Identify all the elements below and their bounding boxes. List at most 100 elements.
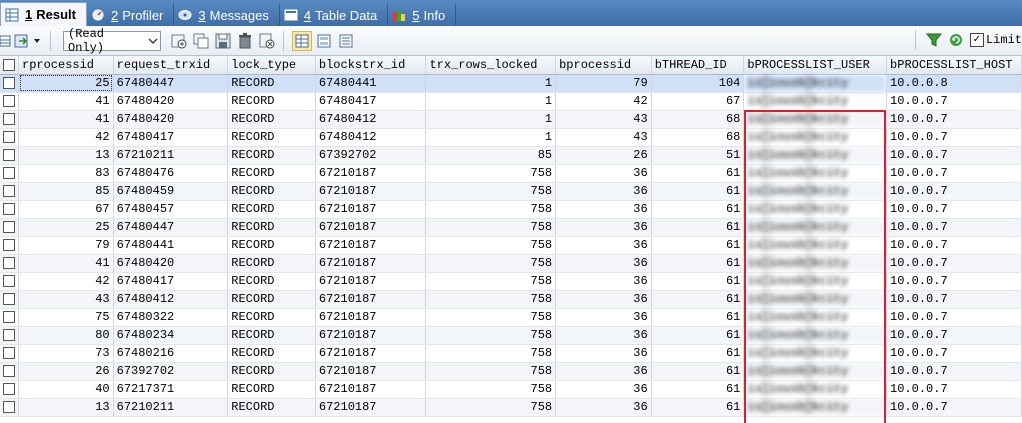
table-cell[interactable]: 67480457 — [113, 200, 229, 219]
result-grid[interactable]: rprocessid request_trxid lock_type block… — [0, 56, 1022, 423]
table-cell[interactable]: 61 — [651, 254, 745, 273]
table-cell[interactable]: 67210187 — [315, 200, 427, 219]
table-cell[interactable]: 25 — [18, 74, 114, 93]
table-cell[interactable]: is▒iousb▒kcity — [743, 380, 888, 399]
table-cell[interactable]: RECORD — [227, 326, 316, 345]
row-checkbox[interactable] — [3, 166, 15, 179]
column-header[interactable]: trx_rows_locked — [425, 56, 557, 75]
row-checkbox-cell[interactable] — [0, 164, 19, 183]
filter-icon[interactable] — [924, 30, 944, 50]
table-cell[interactable]: 758 — [425, 326, 557, 345]
table-cell[interactable]: 67480476 — [113, 164, 229, 183]
table-cell[interactable]: RECORD — [227, 344, 316, 363]
table-cell[interactable]: 61 — [651, 164, 745, 183]
table-cell[interactable]: RECORD — [227, 110, 316, 129]
column-header[interactable]: lock_type — [227, 56, 316, 75]
table-row[interactable]: 85 67480459 RECORD 67210187 758 36 61 is▒iousb▒… — [0, 182, 1022, 201]
table-cell[interactable]: 67210187 — [315, 254, 427, 273]
table-cell[interactable]: 67480412 — [315, 128, 427, 147]
table-cell[interactable]: 61 — [651, 380, 745, 399]
table-cell[interactable]: is▒iousb▒kcity — [743, 236, 888, 255]
table-cell[interactable]: RECORD — [227, 308, 316, 327]
grid-mode-icon[interactable] — [292, 30, 312, 51]
table-cell[interactable]: 67480216 — [113, 344, 229, 363]
table-cell[interactable]: 67210187 — [315, 362, 427, 381]
table-cell[interactable]: 68 — [651, 110, 745, 129]
table-cell[interactable]: 67217371 — [113, 380, 229, 399]
table-cell[interactable]: RECORD — [227, 164, 316, 183]
row-checkbox[interactable] — [3, 184, 15, 197]
table-cell[interactable]: 67480417 — [113, 272, 229, 291]
table-cell[interactable]: 67210187 — [315, 326, 427, 345]
table-cell[interactable]: 10.0.0.7 — [886, 110, 1022, 129]
table-row[interactable]: 13 67210211 RECORD 67392702 85 26 51 is▒iousb▒k… — [0, 146, 1022, 165]
table-cell[interactable]: 758 — [425, 290, 557, 309]
table-cell[interactable]: RECORD — [227, 92, 316, 111]
table-cell[interactable]: 41 — [18, 254, 114, 273]
column-header[interactable]: bprocessid — [555, 56, 652, 75]
table-cell[interactable]: RECORD — [227, 74, 316, 93]
table-cell[interactable]: 13 — [18, 398, 114, 417]
table-cell[interactable]: 758 — [425, 362, 557, 381]
table-cell[interactable]: is▒iousb▒kcity — [743, 146, 888, 165]
table-cell[interactable]: 68 — [651, 128, 745, 147]
table-cell[interactable]: is▒iousb▒kcity — [743, 110, 888, 129]
table-row[interactable]: 40 67217371 RECORD 67210187 758 36 61 is▒iousb▒… — [0, 380, 1022, 399]
row-checkbox[interactable] — [3, 310, 15, 323]
table-cell[interactable]: RECORD — [227, 254, 316, 273]
row-checkbox[interactable] — [3, 346, 15, 359]
table-cell[interactable]: RECORD — [227, 200, 316, 219]
table-cell[interactable]: 758 — [425, 182, 557, 201]
table-cell[interactable]: 758 — [425, 398, 557, 417]
table-cell[interactable]: 43 — [18, 290, 114, 309]
add-row-icon[interactable] — [169, 31, 189, 51]
row-checkbox-cell[interactable] — [0, 128, 19, 147]
table-cell[interactable]: 61 — [651, 200, 745, 219]
select-all-header[interactable] — [0, 56, 19, 75]
column-header[interactable]: bPROCESSLIST_HOST — [886, 56, 1022, 75]
table-cell[interactable]: 42 — [18, 128, 114, 147]
table-cell[interactable]: 42 — [555, 92, 652, 111]
row-checkbox-cell[interactable] — [0, 110, 19, 129]
table-cell[interactable]: is▒iousb▒kcity — [743, 326, 888, 345]
table-row[interactable]: 13 67210211 RECORD 67210187 758 36 61 is▒iousb▒… — [0, 398, 1022, 417]
table-cell[interactable]: 61 — [651, 398, 745, 417]
table-cell[interactable]: RECORD — [227, 218, 316, 237]
table-row[interactable]: 80 67480234 RECORD 67210187 758 36 61 is▒iousb▒… — [0, 326, 1022, 345]
table-cell[interactable]: 758 — [425, 164, 557, 183]
table-cell[interactable]: 36 — [555, 326, 652, 345]
table-cell[interactable]: 10.0.0.7 — [886, 164, 1022, 183]
row-checkbox-cell[interactable] — [0, 146, 19, 165]
tab-table-data[interactable]: 4 Table Data — [280, 4, 389, 26]
table-cell[interactable]: 10.0.0.7 — [886, 254, 1022, 273]
form-mode-icon[interactable] — [314, 31, 334, 51]
table-cell[interactable]: 80 — [18, 326, 114, 345]
table-cell[interactable]: 67210187 — [315, 380, 427, 399]
row-checkbox[interactable] — [3, 94, 15, 107]
text-mode-icon[interactable] — [336, 31, 356, 51]
table-cell[interactable]: 10.0.0.8 — [886, 74, 1022, 93]
table-cell[interactable]: 67210187 — [315, 308, 427, 327]
row-checkbox[interactable] — [3, 274, 15, 287]
table-cell[interactable]: RECORD — [227, 290, 316, 309]
table-cell[interactable]: 104 — [651, 74, 745, 93]
table-cell[interactable]: 67 — [651, 92, 745, 111]
table-cell[interactable]: 61 — [651, 362, 745, 381]
table-cell[interactable]: 61 — [651, 308, 745, 327]
row-checkbox-cell[interactable] — [0, 326, 19, 345]
row-checkbox[interactable] — [3, 238, 15, 251]
table-cell[interactable]: 67480412 — [113, 290, 229, 309]
table-cell[interactable]: 42 — [18, 272, 114, 291]
table-row[interactable]: 25 67480447 RECORD 67480441 1 79 104 is▒iousb▒k… — [0, 74, 1022, 93]
table-cell[interactable]: is▒iousb▒kcity — [743, 254, 888, 273]
table-cell[interactable]: 36 — [555, 200, 652, 219]
table-cell[interactable]: 75 — [18, 308, 114, 327]
table-cell[interactable]: 40 — [18, 380, 114, 399]
select-all-checkbox[interactable] — [3, 58, 15, 71]
table-cell[interactable]: 758 — [425, 344, 557, 363]
table-cell[interactable]: 758 — [425, 272, 557, 291]
table-cell[interactable]: 36 — [555, 164, 652, 183]
table-cell[interactable]: 10.0.0.7 — [886, 200, 1022, 219]
table-cell[interactable]: 67392702 — [113, 362, 229, 381]
table-cell[interactable]: 758 — [425, 308, 557, 327]
